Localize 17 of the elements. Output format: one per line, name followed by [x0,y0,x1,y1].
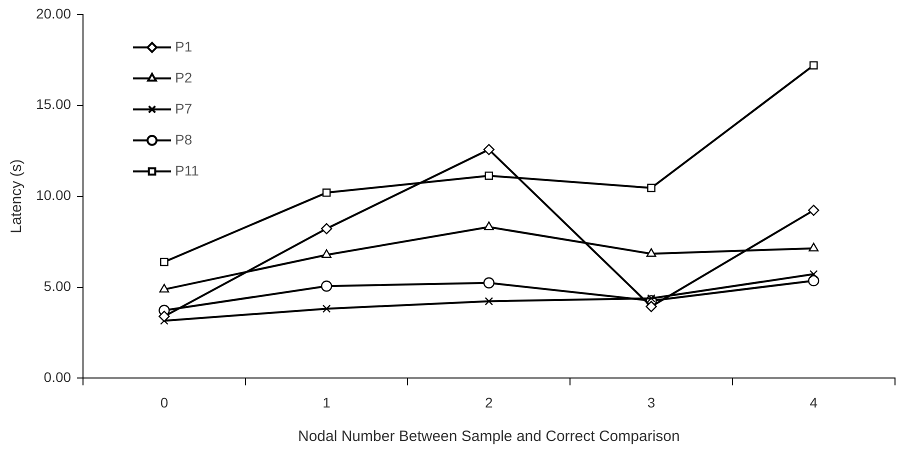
x-tick-label: 1 [322,394,331,410]
x-tick-label: 0 [160,394,168,410]
legend-label: P8 [175,131,192,148]
y-tick-label: 20.00 [36,5,72,22]
y-tick-label: 15.00 [36,96,72,112]
x-tick-label: 2 [485,394,494,410]
x-tick-label: 3 [647,394,656,410]
y-tick-label: 0.00 [44,369,72,386]
x-tick-label: 4 [810,394,818,410]
legend-label: P7 [175,100,192,116]
legend-label: P1 [175,38,192,54]
legend-label: P2 [175,69,192,86]
y-axis-title: Latency (s) [8,159,26,234]
y-tick-label: 10.00 [36,187,72,204]
legend-label: P11 [175,162,200,178]
x-axis-title: Nodal Number Between Sample and Correct Comparison [298,428,680,446]
y-tick-label: 5.00 [44,278,72,294]
